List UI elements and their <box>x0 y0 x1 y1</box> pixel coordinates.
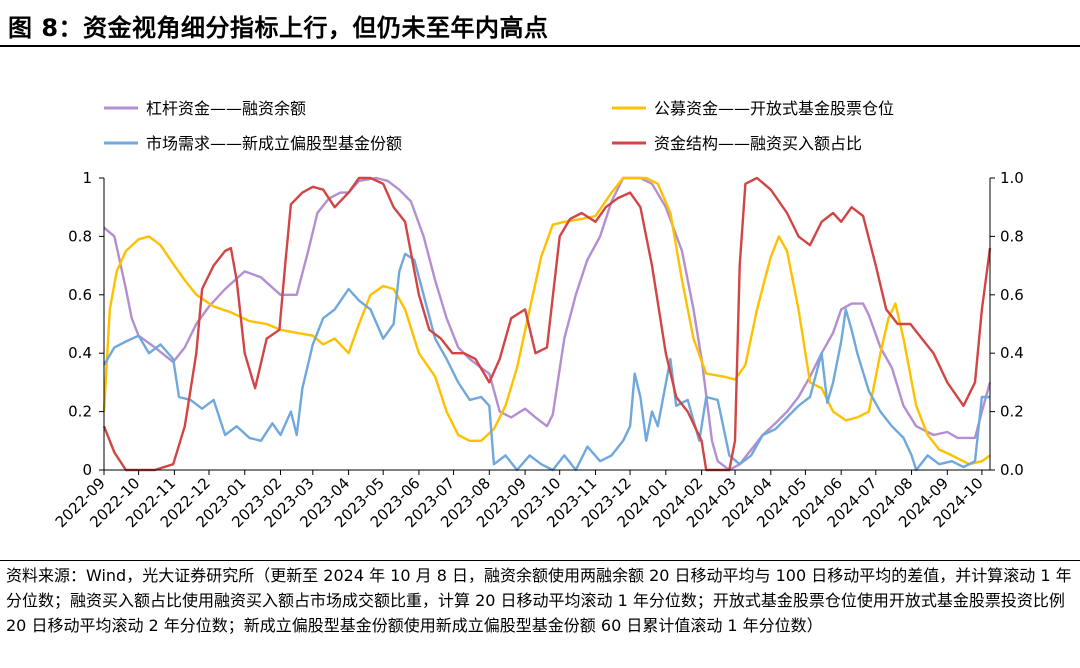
source-note: 资料来源：Wind，光大证券研究所（更新至 2024 年 10 月 8 日，融资… <box>6 566 1072 635</box>
series-line-2 <box>102 252 990 472</box>
series-line-3 <box>102 176 992 472</box>
y-tick-right-label: 0.0 <box>1000 461 1024 479</box>
source-rule <box>0 560 1080 561</box>
legend-label-1: 公募资金——开放式基金股票仓位 <box>654 99 894 118</box>
y-tick-left-label: 0.6 <box>68 286 92 304</box>
y-tick-right-label: 0.8 <box>1000 227 1024 245</box>
y-tick-right-label: 0.6 <box>1000 286 1024 304</box>
y-tick-left-label: 0.8 <box>68 227 92 245</box>
y-tick-left-label: 0.2 <box>68 403 92 421</box>
legend-label-0: 杠杆资金——融资余额 <box>146 99 306 118</box>
title-rule <box>0 45 1080 47</box>
y-tick-left-label: 0 <box>82 461 92 479</box>
series-line-1 <box>102 176 991 466</box>
series-line-0 <box>103 176 992 472</box>
line-chart: 杠杆资金——融资余额 公募资金——开放式基金股票仓位市场需求——新成立偏股型基金份… <box>52 99 1024 531</box>
series-layer <box>102 176 992 472</box>
y-tick-right-label: 1.0 <box>1000 169 1024 187</box>
legend: 杠杆资金——融资余额 公募资金——开放式基金股票仓位市场需求——新成立偏股型基金份… <box>104 99 894 153</box>
y-tick-left-label: 0.4 <box>68 344 92 362</box>
y-tick-right-label: 0.2 <box>1000 403 1024 421</box>
legend-label-3: 资金结构——融资买入额占比 <box>654 134 862 153</box>
y-tick-right-label: 0.4 <box>1000 344 1024 362</box>
figure-title: 图 8：资金视角细分指标上行，但仍未至年内高点 <box>8 14 549 42</box>
y-tick-left-label: 1 <box>82 169 92 187</box>
legend-label-2: 市场需求——新成立偏股型基金份额 <box>146 134 402 153</box>
